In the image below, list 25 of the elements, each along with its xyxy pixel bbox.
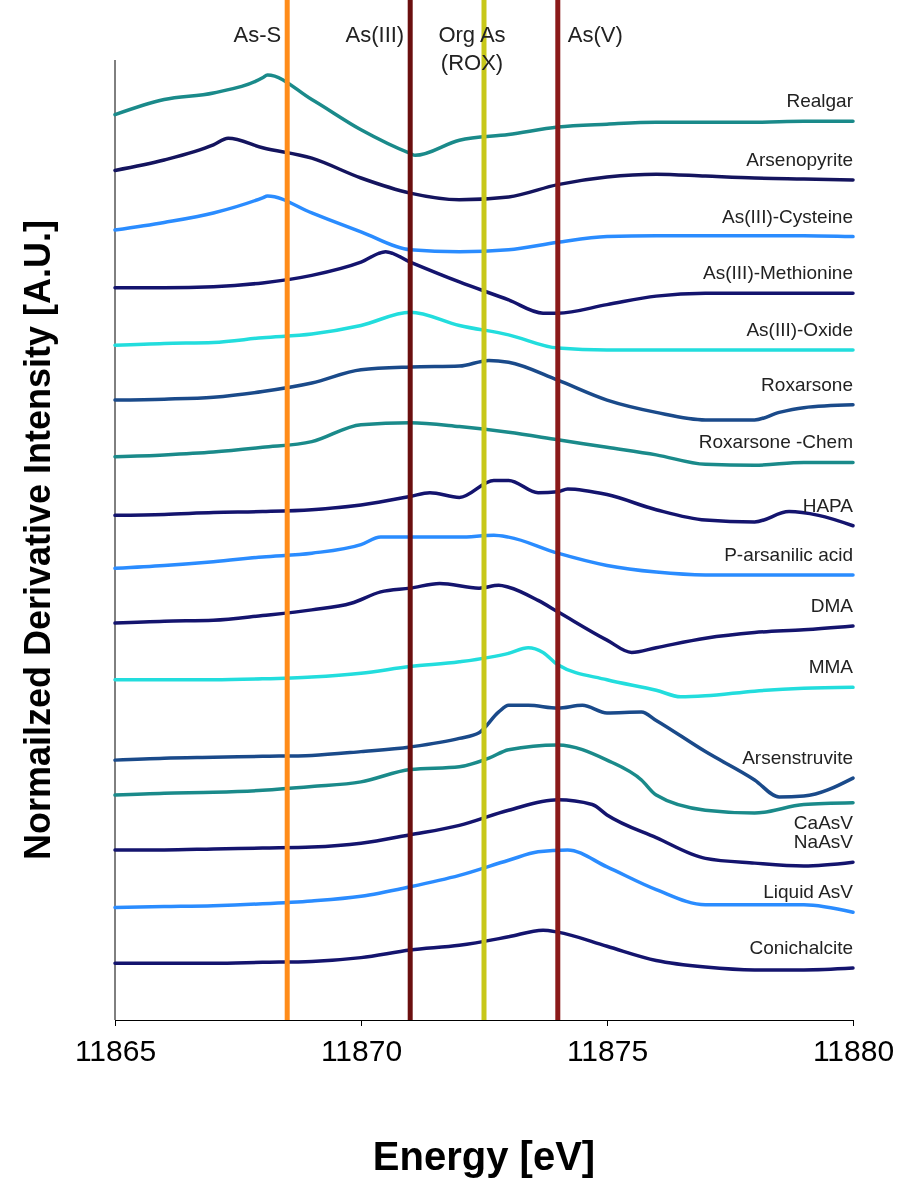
series-label: As(III)-Oxide <box>746 318 853 340</box>
x-tick-label: 11870 <box>320 1034 403 1068</box>
ref-line-label: As-S <box>233 22 282 47</box>
series-label: DMA <box>810 594 854 616</box>
series-label: HAPA <box>802 494 854 516</box>
ref-line-label: As(V) <box>567 22 623 47</box>
series-label: MMA <box>808 656 854 678</box>
series-label: Arsenopyrite <box>746 148 853 170</box>
x-axis-title: Energy [eV] <box>372 1134 596 1178</box>
series-label: Arsenstruvite <box>742 747 853 769</box>
series-label: CaAsV <box>793 811 854 833</box>
series-label: Roxarsone <box>761 373 853 395</box>
y-axis-title: Normailzed Derivative Intensity [A.U.] <box>17 219 58 861</box>
series-label: NaAsV <box>793 831 854 853</box>
series-label: As(III)-Methionine <box>703 262 853 284</box>
x-tick-label: 11880 <box>812 1034 895 1068</box>
ref-line-label: As(III) <box>345 22 405 47</box>
series-label: P-arsanilic acid <box>724 543 853 565</box>
series-label: Roxarsone -Chem <box>698 431 853 453</box>
series-label: Conichalcite <box>749 937 853 959</box>
series-label: Liquid AsV <box>763 881 854 903</box>
x-tick-label: 11875 <box>566 1034 649 1068</box>
x-tick-label: 11865 <box>74 1034 157 1068</box>
series-label: Realgar <box>786 90 854 112</box>
series-label: As(III)-Cysteine <box>722 205 853 227</box>
